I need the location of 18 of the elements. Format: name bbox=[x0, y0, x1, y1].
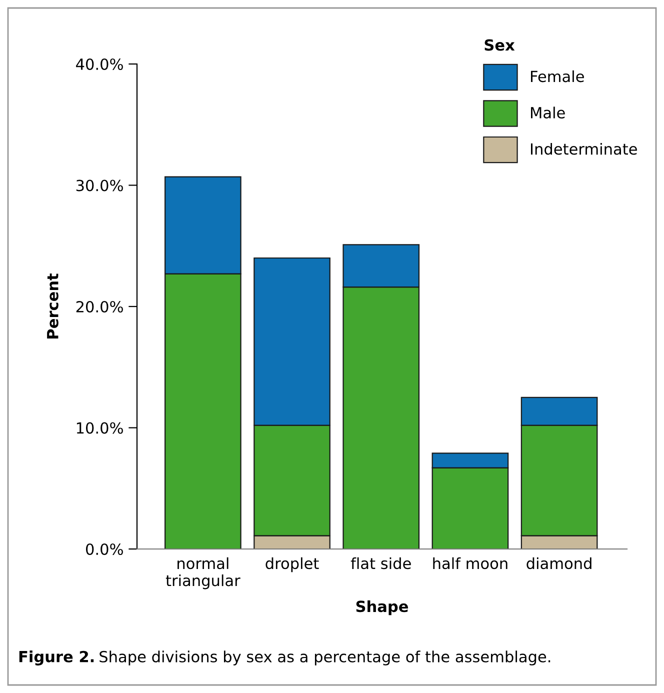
y-tick-label: 40.0% bbox=[76, 58, 123, 70]
y-tick-label: 10.0% bbox=[76, 422, 123, 434]
y-axis-title: Percent bbox=[47, 274, 58, 338]
x-tick-label: flat side bbox=[350, 557, 411, 570]
legend-label: Female bbox=[530, 70, 584, 82]
legend-label: Male bbox=[530, 106, 565, 118]
y-tick-label: 30.0% bbox=[76, 180, 123, 192]
legend-label: Indeterminate bbox=[530, 142, 637, 155]
x-tick-label: diamond bbox=[526, 557, 592, 570]
x-tick-label: droplet bbox=[266, 557, 319, 572]
caption: Figure 2. bbox=[19, 650, 94, 666]
x-axis-title: Shape bbox=[356, 600, 408, 616]
x-tick-label: half moon bbox=[433, 557, 508, 570]
text: Shape divisions by sex as a percentage of the assemblage. bbox=[100, 650, 550, 666]
legend-title: Sex bbox=[484, 39, 515, 51]
x-tick-label: normal triangular bbox=[166, 557, 240, 590]
y-tick-label: 0.0% bbox=[86, 543, 123, 556]
y-tick-label: 20.0% bbox=[76, 300, 123, 313]
